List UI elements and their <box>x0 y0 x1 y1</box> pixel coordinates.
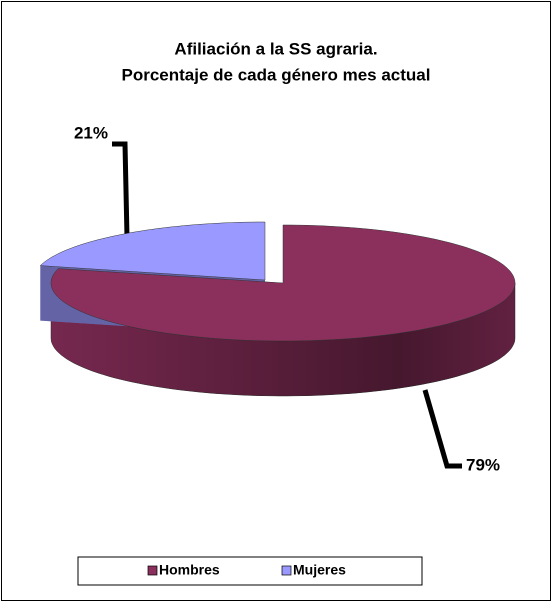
legend-box <box>77 556 423 586</box>
legend-swatch <box>281 565 292 576</box>
leader-line <box>422 389 462 469</box>
slice-side-shade <box>51 283 515 396</box>
leader-line <box>112 141 130 238</box>
slice <box>39 221 266 281</box>
legend-label: Mujeres <box>293 562 346 578</box>
chart-title: Afiliación a la SS agraria. <box>174 39 377 58</box>
data-label: 79% <box>466 455 500 474</box>
slice <box>50 224 516 342</box>
data-label: 21% <box>74 123 108 142</box>
legend-swatch <box>147 565 158 576</box>
legend-label: Hombres <box>159 562 220 578</box>
chart-title: Porcentaje de cada género mes actual <box>122 65 431 84</box>
